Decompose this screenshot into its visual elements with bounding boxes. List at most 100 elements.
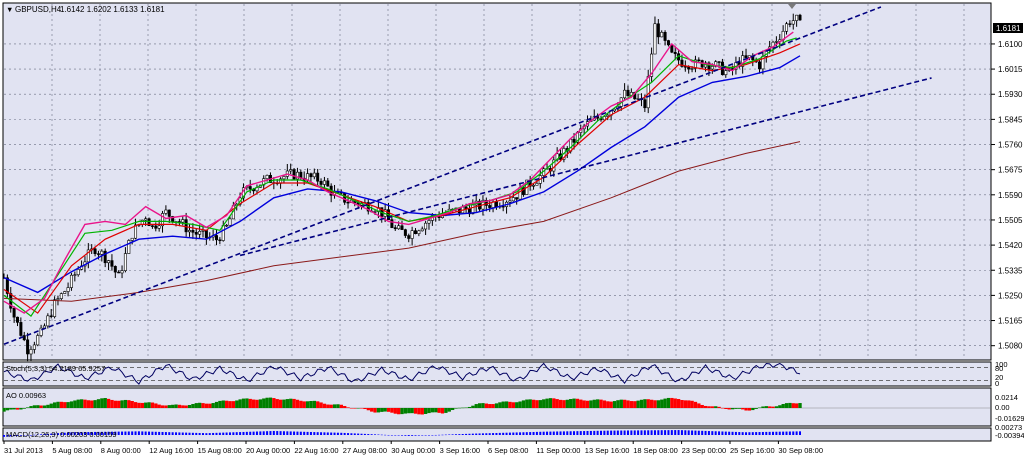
ao-bar (120, 400, 124, 408)
price-tick-label: 1.5080 (998, 342, 1023, 351)
macd-bar (549, 431, 552, 435)
macd-bar (583, 431, 586, 435)
ao-bar (596, 399, 600, 408)
macd-bar (161, 431, 164, 435)
macd-bar (707, 431, 710, 435)
macd-bar (650, 430, 653, 435)
ao-bar (292, 398, 296, 408)
ao-bar (184, 405, 188, 408)
macd-bar (434, 434, 437, 436)
candle (791, 13, 795, 30)
macd-bar (357, 433, 360, 435)
macd-bar (616, 430, 619, 435)
candle (49, 308, 53, 319)
ao-bar (228, 401, 232, 408)
ao-bar (488, 404, 492, 408)
macd-bar (198, 432, 201, 435)
candle (400, 220, 404, 230)
macd-bar (697, 430, 700, 435)
stoch-pane[interactable] (2, 361, 992, 387)
macd-tick-label: 0.00273 (995, 423, 1022, 432)
ao-bar (218, 400, 222, 408)
macd-bar (566, 431, 569, 435)
ao-bar (130, 400, 134, 408)
candle (741, 50, 745, 74)
macd-bar (424, 435, 427, 436)
symbol-dropdown-icon[interactable]: ▼ (6, 5, 13, 14)
ao-bar (781, 403, 785, 408)
candle (521, 186, 525, 197)
ao-label: AO 0.00963 (6, 391, 46, 400)
ao-bar (761, 406, 765, 408)
stoch-tick-label: 0 (995, 379, 999, 388)
macd-bar (508, 432, 511, 435)
macd-bar (552, 431, 555, 435)
candle (218, 237, 222, 245)
macd-bar (438, 434, 441, 436)
macd-bar (188, 432, 191, 435)
macd-bar (630, 430, 633, 435)
ao-bar (83, 399, 87, 408)
time-tick-label: 12 Aug 16:00 (149, 446, 193, 455)
ao-bar (171, 404, 175, 408)
candle (157, 220, 161, 232)
ao-bar (768, 406, 772, 408)
ao-bar (326, 404, 330, 408)
ao-bar (32, 405, 37, 408)
chart-shift-marker-icon[interactable] (788, 4, 796, 9)
ao-bar (683, 400, 688, 408)
candle (127, 239, 131, 254)
ao-bar (309, 400, 313, 408)
price-pane[interactable] (2, 2, 992, 361)
macd-bar (282, 431, 285, 435)
stoch-k-line (3, 362, 801, 385)
ao-bar (285, 399, 290, 408)
ao-bar (221, 400, 225, 408)
candle (191, 223, 195, 239)
ao-bar (272, 398, 276, 408)
macd-bar (154, 431, 157, 435)
macd-bar (43, 434, 46, 435)
macd-tick-label: -0.00394 (995, 431, 1024, 440)
macd-bar (637, 430, 640, 435)
macd-bar (653, 430, 656, 435)
macd-bar (748, 432, 751, 435)
ao-bar (15, 408, 20, 410)
ao-bar (278, 399, 283, 408)
macd-bar (610, 430, 613, 435)
ao-bar (96, 399, 101, 408)
candle (623, 83, 627, 101)
ao-bar (110, 399, 114, 408)
macd-bar (323, 432, 326, 435)
candle (29, 346, 33, 362)
macd-bar (185, 432, 188, 435)
ao-bar (245, 398, 249, 408)
ao-bar (46, 404, 50, 408)
macd-bar (475, 433, 478, 435)
candle (693, 55, 697, 73)
ao-bar (461, 407, 465, 409)
stoch-tick-label: 80 (995, 364, 1003, 373)
ao-bar (322, 403, 327, 408)
macd-bar (404, 435, 407, 436)
macd-bar (546, 431, 549, 435)
candle (103, 248, 107, 268)
macd-bar (286, 431, 289, 435)
ao-bar (744, 408, 748, 411)
ao-bar (714, 406, 718, 408)
candle (795, 14, 799, 27)
ao-bar (531, 399, 536, 408)
ao-bar (548, 398, 553, 408)
candle (12, 306, 16, 323)
ao-bar (434, 408, 438, 413)
ao-bar (383, 408, 387, 412)
ao-bar (181, 405, 185, 408)
macd-bar (110, 431, 113, 435)
candle (184, 212, 188, 237)
macd-bar (711, 431, 714, 435)
ao-bar (86, 400, 91, 408)
macd-bar (532, 431, 535, 435)
macd-bar (40, 434, 43, 435)
trendline (3, 6, 882, 345)
time-tick-label: 31 Jul 2013 (4, 446, 43, 455)
